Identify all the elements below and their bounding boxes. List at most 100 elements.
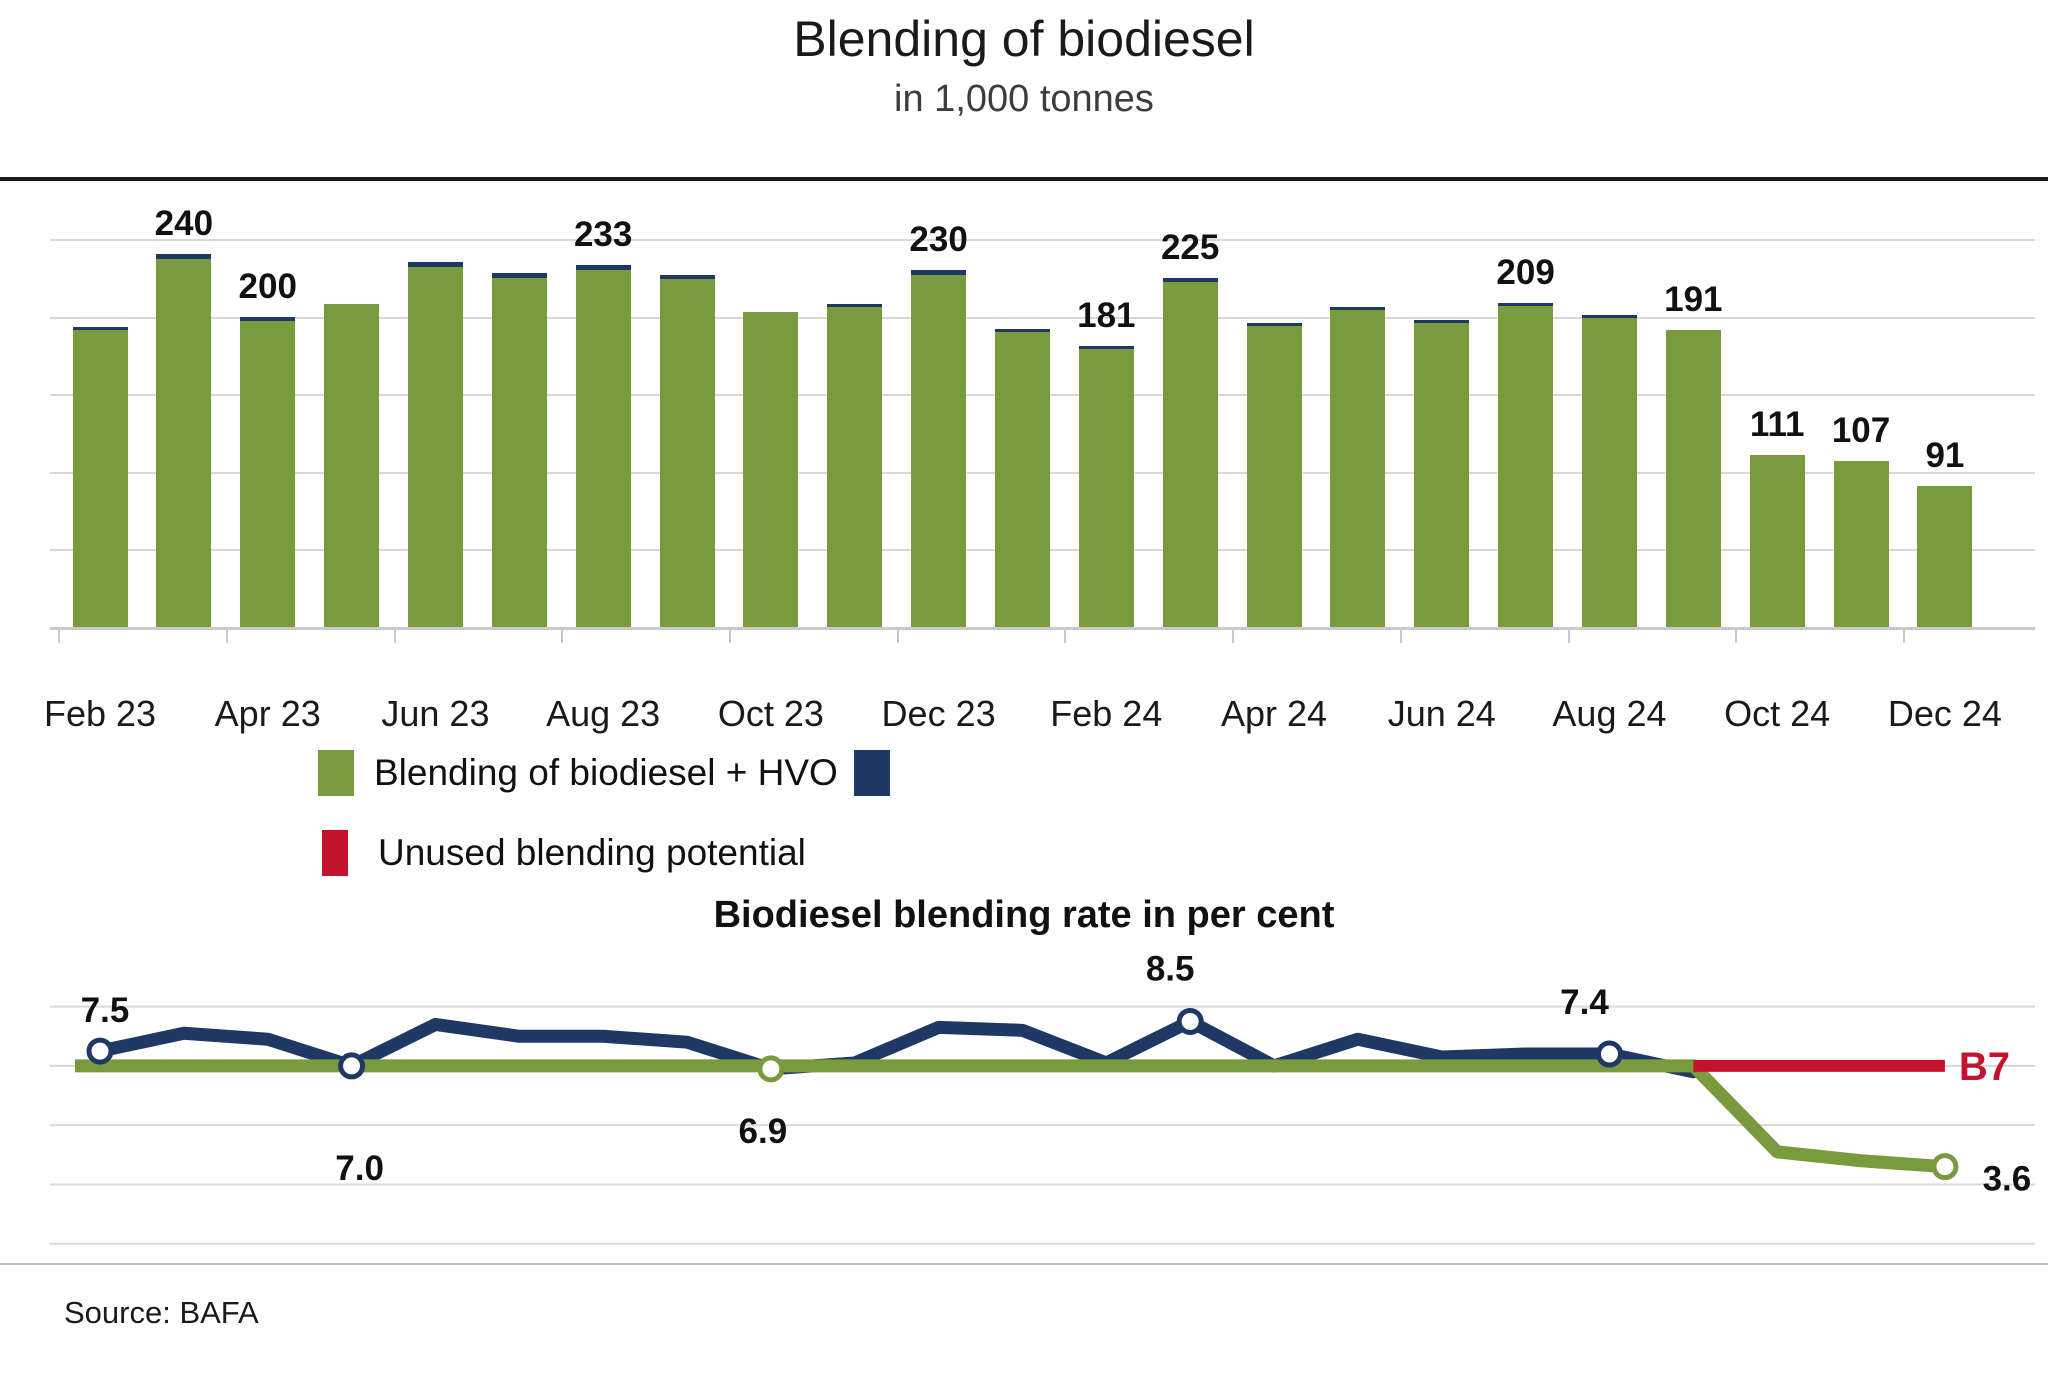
bar-Apr 24 [1246, 325, 1302, 627]
x-axis-label: Aug 23 [546, 693, 661, 734]
x-axis-label: Feb 24 [1050, 693, 1163, 734]
bar-axis-tick [561, 630, 564, 643]
bar-value-label: 91 [1925, 435, 1965, 475]
bar-hvo-cap-Apr 24 [1246, 322, 1302, 326]
bar-Dec 23 [911, 274, 967, 627]
bar-axis-tick [1064, 630, 1067, 643]
x-axis-label: Dec 23 [881, 693, 996, 734]
x-axis-label: Jun 23 [381, 693, 490, 734]
bar-hvo-cap-Apr 23 [240, 316, 296, 322]
bar-Aug 23 [575, 269, 631, 627]
bar-axis-tick [58, 630, 61, 643]
legend-label-blending: Blending of biodiesel + HVO [374, 752, 838, 793]
bar-gridline [50, 238, 2035, 241]
bar-hvo-cap-Jul 24 [1498, 302, 1554, 306]
bar-Jul 23 [491, 277, 547, 627]
bar-axis-tick [1735, 630, 1738, 643]
bar-Oct 23 [743, 311, 799, 627]
bar-Jun 23 [407, 266, 463, 627]
legend: Blending of biodiesel + HVO Unused blend… [318, 750, 890, 910]
bar-hvo-cap-Jun 24 [1414, 319, 1470, 323]
b7-label: B7 [1959, 1045, 2010, 1089]
bar-value-label: 200 [238, 266, 297, 306]
line-value-label: 6.9 [739, 1112, 788, 1151]
bar-value-label: 107 [1831, 410, 1891, 450]
blending-rate-line [93, 1014, 1700, 1079]
legend-item-unused: Unused blending potential [318, 830, 890, 876]
bar-Jun 24 [1414, 322, 1470, 627]
top-rule [0, 177, 2048, 181]
bar-Apr 23 [240, 321, 296, 627]
bar-Mar 24 [1162, 282, 1218, 627]
legend-swatch-red [322, 830, 348, 876]
bar-Dec 24 [1917, 485, 1973, 627]
bar-axis-tick [1232, 630, 1235, 643]
bar-May 23 [324, 304, 380, 627]
bar-hvo-cap-May 24 [1330, 307, 1386, 311]
bar-value-label: 111 [1749, 404, 1805, 444]
x-axis-label: Oct 23 [717, 693, 824, 734]
x-axis-label: Oct 24 [1724, 693, 1831, 734]
bar-Jan 24 [994, 332, 1050, 627]
bar-hvo-cap-Nov 23 [827, 304, 883, 308]
bar-axis-tick [728, 630, 731, 643]
line-value-label: 7.5 [81, 991, 130, 1030]
bar-value-label: 191 [1664, 280, 1723, 320]
bar-hvo-cap-Jun 23 [407, 262, 463, 267]
data-point-marker [1595, 1040, 1623, 1068]
bar-hvo-cap-Sep 23 [659, 274, 715, 280]
bar-value-label: 209 [1496, 252, 1555, 292]
bar-hvo-cap-Mar 23 [156, 254, 212, 260]
x-axis-label: Jun 24 [1387, 693, 1496, 734]
data-point-marker [757, 1055, 785, 1083]
bar-Feb 23 [72, 330, 128, 627]
legend-item-blending: Blending of biodiesel + HVO [318, 750, 890, 796]
bar-Mar 23 [156, 259, 212, 627]
bar-Nov 24 [1833, 460, 1889, 627]
bar-Sep 23 [659, 279, 715, 627]
chart-subtitle: in 1,000 tonnes [894, 78, 1154, 120]
x-axis-label: Feb 23 [43, 693, 157, 734]
bar-axis-tick [1902, 630, 1905, 643]
bar-hvo-cap-Dec 23 [911, 269, 967, 275]
bar-hvo-cap-Jul 23 [491, 273, 547, 278]
bar-Jul 24 [1498, 305, 1554, 627]
bar-value-label: 240 [154, 204, 214, 244]
bar-value-label: 233 [573, 215, 633, 255]
line-value-label: 3.6 [1983, 1160, 2032, 1199]
legend-swatch-navy [853, 750, 890, 796]
bar-hvo-cap-Aug 23 [575, 265, 631, 270]
line-chart: 7.5 7.0 6.9 8.5 7.4 3.6 B7 [50, 949, 2035, 1245]
bar-axis-tick [896, 630, 899, 643]
bar-chart: Feb 23 240 200 Apr 23 Jun 23 233 Aug 23 Oct 23 2… [0, 180, 2048, 760]
data-point-marker [86, 1037, 114, 1065]
bar-May 24 [1330, 310, 1386, 627]
data-point-marker [338, 1052, 366, 1080]
x-axis-label: Apr 23 [214, 693, 321, 734]
bar-Nov 23 [827, 307, 883, 627]
data-point-marker [1176, 1007, 1204, 1035]
bar-x-axis [50, 627, 2035, 630]
x-axis-label: Aug 24 [1552, 693, 1667, 734]
bar-value-label: 225 [1160, 227, 1220, 267]
bottom-rule [0, 1263, 2048, 1265]
bar-hvo-cap-Mar 24 [1162, 277, 1218, 283]
x-axis-label: Apr 24 [1220, 693, 1328, 734]
line-value-label: 8.5 [1146, 949, 1195, 988]
x-axis-label: Dec 24 [1887, 693, 2002, 734]
bar-axis-tick [393, 630, 396, 643]
source-text: Source: BAFA [64, 1295, 259, 1330]
bar-Sep 24 [1665, 330, 1721, 627]
line-value-label: 7.4 [1560, 983, 1609, 1022]
legend-swatch-green [318, 750, 354, 796]
data-point-marker [1931, 1153, 1959, 1181]
blending-potential-line [75, 1059, 1946, 1174]
bar-hvo-cap-Jan 24 [994, 328, 1050, 332]
bar-gridline [50, 316, 2035, 319]
bar-Oct 24 [1749, 454, 1805, 627]
bar-hvo-cap-Feb 23 [72, 327, 128, 331]
legend-label-unused: Unused blending potential [378, 832, 806, 873]
bar-axis-tick [1399, 630, 1402, 643]
bar-hvo-cap-Aug 24 [1581, 314, 1637, 319]
